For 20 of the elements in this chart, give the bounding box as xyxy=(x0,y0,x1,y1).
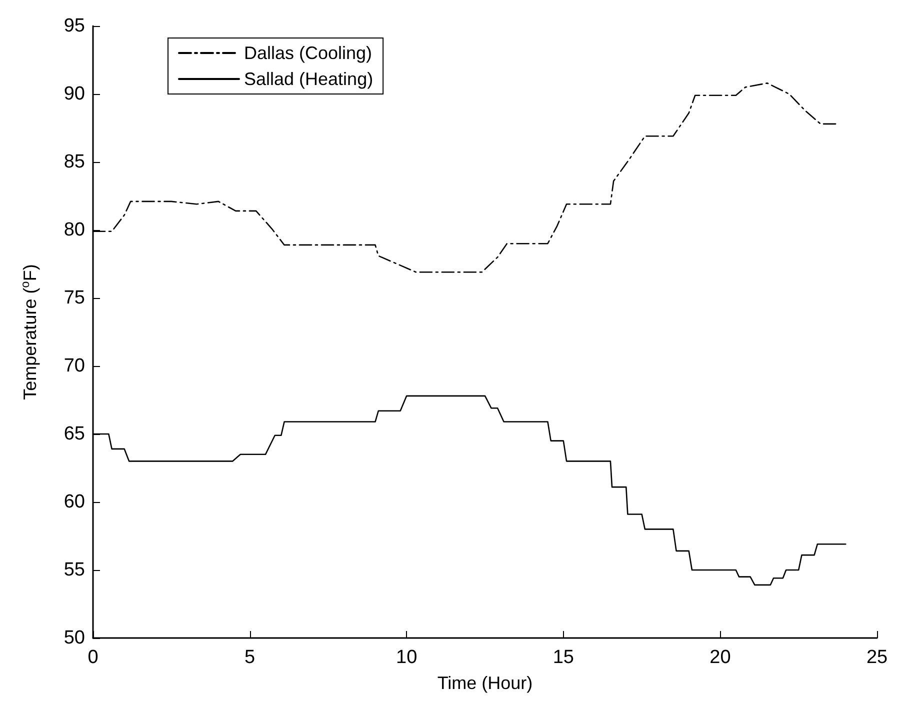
x-tick-label: 10 xyxy=(396,647,418,668)
y-tick-label: 80 xyxy=(64,220,85,240)
y-axis-title: Temperature (oF) xyxy=(18,264,40,400)
y-tick-label: 60 xyxy=(64,492,85,512)
x-axis-title: Time (Hour) xyxy=(437,673,533,693)
x-tick-label: 25 xyxy=(866,647,888,668)
y-tick-label: 75 xyxy=(64,288,85,308)
y-tick-label: 85 xyxy=(64,152,85,172)
y-tick-label: 70 xyxy=(64,356,85,376)
legend-label: Dallas (Cooling) xyxy=(244,43,372,63)
x-tick-label: 5 xyxy=(244,647,256,668)
legend-label: Sallad (Heating) xyxy=(244,69,374,89)
y-tick-label: 95 xyxy=(64,16,85,36)
y-tick-label: 50 xyxy=(64,628,85,648)
y-tick-label: 65 xyxy=(64,424,85,444)
y-tick-label: 90 xyxy=(64,84,85,104)
x-tick-label: 0 xyxy=(88,647,98,668)
y-tick-label: 55 xyxy=(64,560,85,580)
x-tick-label: 15 xyxy=(552,647,574,668)
x-tick-label: 20 xyxy=(710,647,731,668)
